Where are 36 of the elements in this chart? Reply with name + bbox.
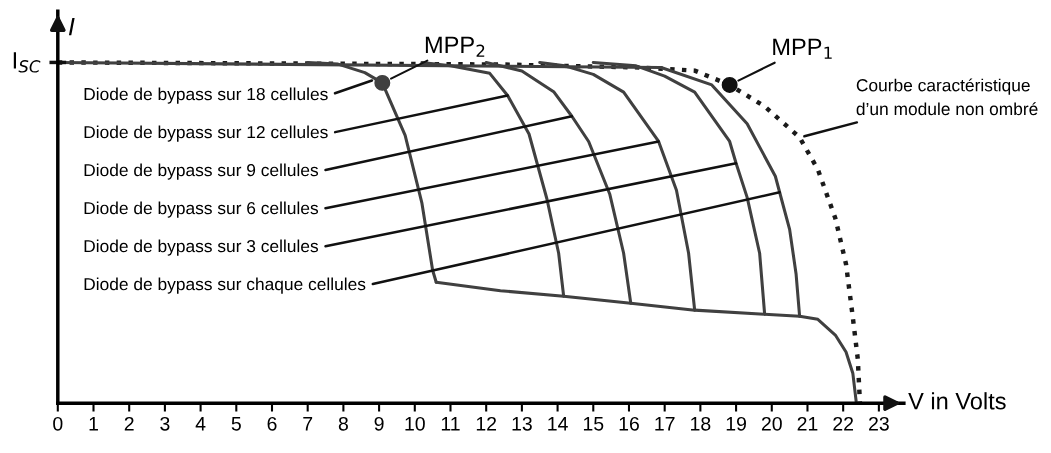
x-tick-label: 23: [869, 416, 889, 431]
annotation: Diode de bypass sur 3 cellules: [84, 239, 319, 256]
annotation: Diode de bypass sur 12 cellules: [84, 125, 328, 142]
x-tick-label: 18: [691, 416, 711, 431]
x-tick-label: 9: [374, 416, 384, 431]
x-axis-title: V in Volts: [908, 392, 1006, 410]
x-tick-label: 0: [53, 416, 63, 431]
annotation: Courbe caractéristique d’un module non ombré: [856, 78, 1038, 116]
x-tick-label: 13: [512, 416, 532, 431]
x-tick-label: 22: [833, 416, 854, 431]
x-tick-label: 12: [476, 416, 497, 431]
x-tick-label: 14: [548, 417, 568, 431]
annotation: Diode de bypass sur 9 cellules: [84, 163, 319, 180]
x-tick-label: 16: [619, 416, 639, 431]
series-label: MPP$_{2}$: [425, 36, 485, 57]
x-tick-label: 7: [303, 417, 313, 431]
x-tick-label: 17: [655, 417, 675, 431]
x-tick-label: 2: [124, 416, 134, 431]
annotation: Diode de bypass sur 6 cellules: [84, 201, 319, 218]
series-label: MPP$_{1}$: [773, 38, 832, 59]
x-tick-label: 21: [797, 416, 818, 431]
y-axis-title: I: [68, 18, 75, 36]
x-tick-label: 8: [338, 416, 348, 431]
x-tick-label: 3: [160, 416, 170, 431]
x-tick-label: 20: [761, 416, 782, 431]
x-tick-label: 19: [726, 416, 746, 431]
annotation: I$_{SC}$: [13, 52, 41, 73]
x-tick-label: 11: [441, 417, 460, 431]
x-tick-label: 6: [267, 416, 277, 431]
x-tick-label: 15: [583, 417, 604, 431]
x-tick-label: 1: [89, 417, 98, 431]
x-tick-label: 5: [231, 417, 241, 431]
annotation: Diode de bypass sur chaque cellules: [84, 277, 366, 294]
x-tick-label: 4: [195, 417, 206, 431]
annotation: Diode de bypass sur 18 cellules: [84, 87, 328, 104]
x-tick-label: 10: [405, 416, 425, 431]
